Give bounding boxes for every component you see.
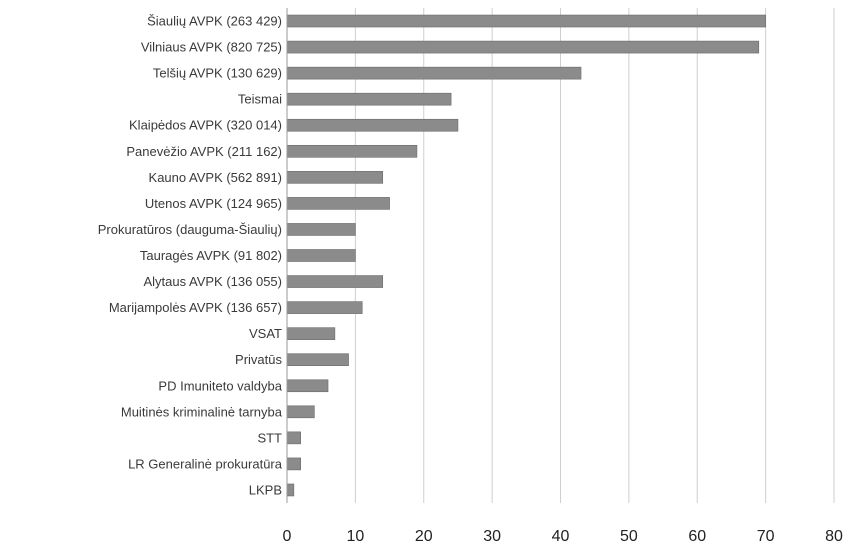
category-label: Telšių AVPK (130 629) (153, 66, 282, 81)
bars (286, 14, 766, 497)
category-labels: Šiaulių AVPK (263 429) Vilniaus AVPK (820… (98, 14, 283, 498)
bar (286, 249, 356, 262)
category-label: Prokuratūros (dauguma-Šiaulių) (98, 222, 282, 237)
category-label: LKPB (249, 482, 282, 497)
bar (286, 14, 766, 28)
bar (286, 197, 390, 210)
x-tick-label: 70 (757, 528, 775, 545)
category-label: Muitinės kriminalinė tarnyba (121, 404, 283, 419)
bar (286, 275, 384, 288)
x-tick-label: 20 (415, 528, 433, 545)
bar (286, 327, 336, 340)
category-label: Šiaulių AVPK (263 429) (147, 14, 282, 29)
category-label: PD Imuniteto valdyba (158, 378, 282, 393)
bar (286, 40, 760, 54)
category-label: Panevėžio AVPK (211 162) (126, 144, 282, 159)
bar (286, 223, 356, 236)
bar (286, 379, 329, 393)
bar (286, 92, 452, 106)
category-label: Tauragės AVPK (91 802) (140, 248, 282, 263)
x-tick-labels: 0 10 20 30 40 50 60 70 80 (283, 528, 843, 545)
category-label: Klaipėdos AVPK (320 014) (129, 118, 282, 133)
category-label: Kauno AVPK (562 891) (149, 170, 282, 185)
category-label: Teismai (238, 92, 282, 107)
gridlines (354, 8, 835, 503)
category-label: Privatūs (235, 352, 282, 367)
bar (286, 66, 582, 80)
category-label: LR Generalinė prokuratūra (128, 456, 283, 471)
bar (286, 144, 418, 158)
category-label: Alytaus AVPK (136 055) (143, 274, 282, 289)
bar (286, 483, 295, 497)
x-tick-label: 50 (620, 528, 638, 545)
category-label: Utenos AVPK (124 965) (145, 196, 282, 211)
x-tick-label: 80 (825, 528, 843, 545)
bar (286, 457, 301, 471)
bar (286, 118, 459, 132)
bar (286, 171, 384, 184)
x-tick-label: 0 (283, 528, 292, 545)
bar (286, 301, 363, 314)
x-tick-label: 60 (688, 528, 706, 545)
category-label: Vilniaus AVPK (820 725) (141, 40, 282, 55)
category-label: STT (257, 430, 282, 445)
category-label: Marijampolės AVPK (136 657) (109, 300, 282, 315)
bar (286, 431, 301, 445)
bar (286, 353, 349, 367)
x-tick-label: 30 (483, 528, 501, 545)
x-tick-label: 10 (346, 528, 364, 545)
category-label: VSAT (249, 326, 282, 341)
x-tick-label: 40 (552, 528, 570, 545)
bar (286, 405, 315, 419)
